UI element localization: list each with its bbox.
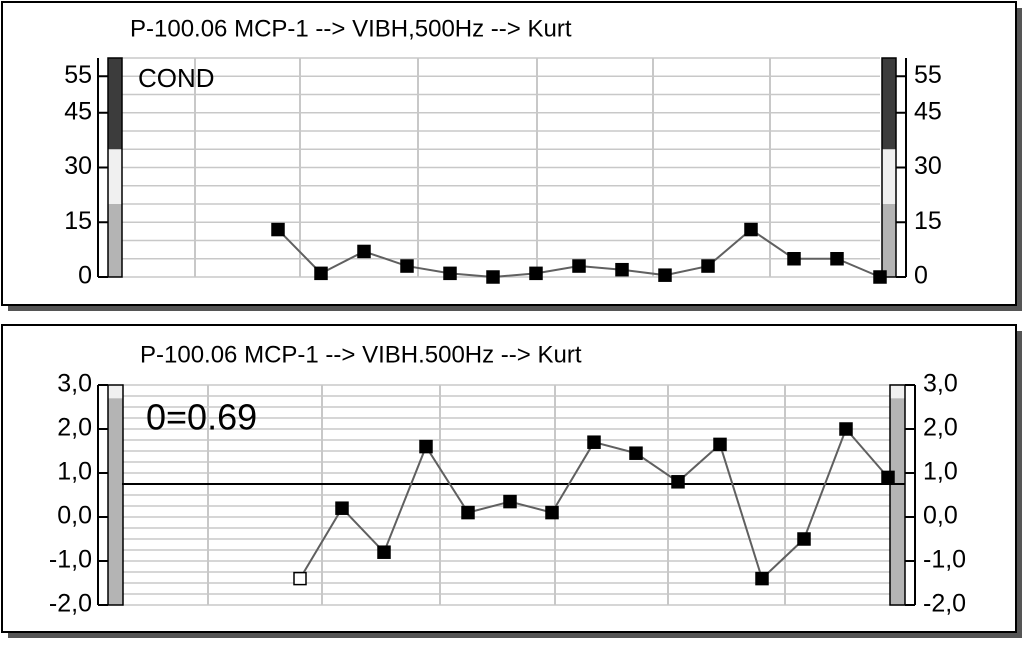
- scale-band: [890, 385, 905, 399]
- y2-tick-label: 2,0: [923, 414, 958, 442]
- point: [357, 244, 371, 259]
- y-tick-label: 15: [64, 207, 92, 235]
- scale-band: [108, 398, 123, 605]
- point: [335, 501, 349, 515]
- scale-band: [882, 149, 896, 204]
- annotation: COND: [138, 63, 215, 93]
- point: [713, 437, 727, 452]
- point: [461, 505, 475, 520]
- scale-band: [108, 149, 122, 204]
- point: [615, 262, 629, 277]
- y-tick-label: -2,0: [49, 590, 92, 618]
- panel: [1, 324, 1017, 633]
- y2-tick-label: 0: [914, 262, 928, 290]
- y2-tick-label: 45: [914, 97, 942, 125]
- annotation: 0=0.69: [146, 397, 257, 438]
- scale-bar-frame: [107, 384, 124, 606]
- y2-tick-label: 30: [914, 152, 942, 180]
- y-tick-label: 0,0: [57, 502, 92, 530]
- point: [545, 505, 559, 520]
- chart-title: P-100.06 MCP-1 --> VIBH,500Hz --> Kurt: [130, 15, 572, 42]
- scale-band: [108, 58, 122, 150]
- scale-band: [882, 204, 896, 277]
- y-tick-label: 30: [64, 152, 92, 180]
- y2-tick-label: -2,0: [923, 590, 966, 618]
- point: [486, 270, 500, 284]
- y2-tick-label: 15: [914, 207, 942, 235]
- point: [314, 266, 328, 281]
- point: [271, 222, 285, 237]
- point: [671, 475, 685, 489]
- y2-tick-label: 0,0: [923, 502, 958, 530]
- y-tick-label: 45: [64, 97, 92, 125]
- point: [755, 571, 769, 586]
- point: [830, 252, 844, 266]
- y2-tick-label: 3,0: [923, 370, 958, 398]
- y-tick-label: -1,0: [49, 546, 92, 574]
- scale-band: [882, 58, 896, 150]
- y-tick-label: 2,0: [57, 414, 92, 442]
- y2-tick-label: 55: [914, 61, 942, 89]
- point: [744, 222, 758, 237]
- point: [881, 470, 895, 485]
- point: [629, 446, 643, 460]
- point: [419, 439, 433, 454]
- point: [873, 270, 887, 284]
- scale-bar-frame: [889, 384, 906, 606]
- y-tick-label: 1,0: [57, 458, 92, 486]
- y-tick-label: 3,0: [57, 370, 92, 398]
- y-tick-label: 55: [64, 61, 92, 89]
- point: [400, 259, 414, 273]
- y2-tick-label: 1,0: [923, 458, 958, 486]
- point: [443, 266, 457, 281]
- panel: [1, 1, 1017, 306]
- scale-band: [108, 385, 123, 399]
- point: [587, 435, 601, 449]
- point: [529, 266, 543, 281]
- point: [572, 259, 586, 273]
- point: [839, 422, 853, 436]
- point: [293, 571, 307, 586]
- scale-band: [108, 204, 122, 277]
- point: [377, 545, 391, 559]
- point: [658, 268, 672, 282]
- point: [503, 494, 517, 509]
- y2-tick-label: -1,0: [923, 546, 966, 574]
- y-tick-label: 0: [78, 262, 92, 290]
- scale-band: [890, 398, 905, 605]
- point: [787, 252, 801, 266]
- point: [701, 259, 715, 273]
- chart-title: P-100.06 MCP-1 --> VIBH.500Hz --> Kurt: [140, 341, 582, 368]
- point: [797, 532, 811, 546]
